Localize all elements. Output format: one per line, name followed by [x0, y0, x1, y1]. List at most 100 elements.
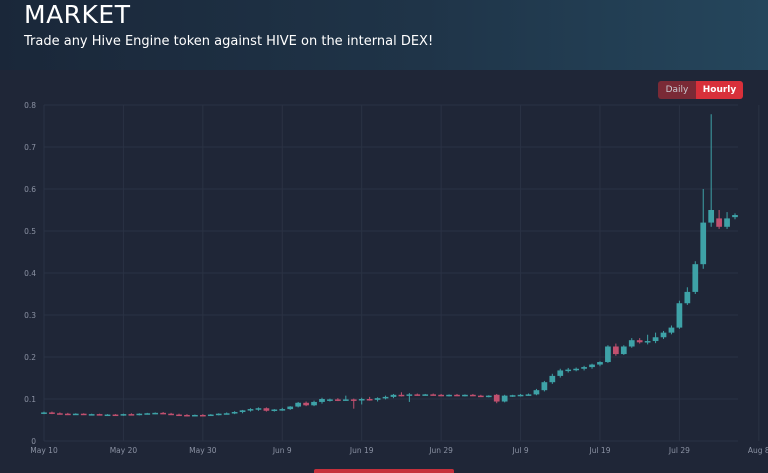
daily-button[interactable]: Daily [658, 81, 696, 99]
candles [41, 114, 738, 417]
candle-body [628, 340, 635, 347]
y-tick-label: 0.1 [24, 395, 36, 404]
candle-body [192, 414, 198, 417]
candle-body [509, 395, 516, 397]
candle [660, 330, 667, 339]
candle [342, 395, 349, 401]
candle [223, 412, 230, 415]
candle-body [430, 394, 437, 396]
candle-body [128, 414, 135, 416]
candle-body [485, 395, 492, 398]
candle-body [160, 412, 166, 415]
candle-body [263, 408, 270, 411]
x-tick-label: Jun 29 [428, 446, 453, 455]
candle [327, 398, 333, 402]
candle [358, 397, 365, 405]
x-tick-label: Jun 19 [349, 446, 374, 455]
candle-body [501, 395, 508, 402]
candle [231, 411, 238, 415]
hourly-button[interactable]: Hourly [696, 81, 743, 99]
candle [620, 345, 627, 355]
candle [454, 393, 460, 397]
candle [247, 408, 254, 412]
candle-body [716, 218, 722, 227]
candle [311, 400, 317, 407]
x-tick-label: May 30 [189, 446, 217, 455]
candle [49, 411, 55, 415]
candle-body [223, 413, 230, 415]
candle-body [176, 414, 182, 417]
candle [716, 210, 722, 229]
candle [263, 407, 270, 412]
candle-body [152, 412, 159, 415]
candle-body [636, 340, 643, 343]
candle [390, 393, 397, 399]
interval-toggle: Daily Hourly [658, 81, 743, 99]
candle [493, 393, 500, 404]
candle-body [327, 399, 333, 401]
candle-body [255, 408, 262, 410]
candle [636, 338, 643, 344]
candle [652, 332, 659, 344]
candle [398, 392, 405, 397]
candle [605, 345, 611, 363]
candle [96, 413, 103, 416]
candle [613, 343, 619, 356]
page-title: MARKET [24, 0, 131, 29]
candle-body [684, 291, 691, 304]
candle [668, 325, 675, 335]
candle [184, 414, 190, 417]
candle-body [335, 399, 341, 401]
candle-body [597, 362, 603, 365]
candle-body [581, 367, 587, 369]
candle [708, 114, 715, 227]
candle [215, 413, 222, 416]
candle [676, 300, 683, 329]
candle-body [644, 341, 651, 343]
candle [366, 396, 373, 401]
candle [573, 367, 580, 372]
price-chart[interactable]: 00.10.20.30.40.50.60.70.8 May 10 May 20 Ma… [0, 95, 768, 469]
candle [684, 287, 691, 305]
candle-body [446, 394, 452, 397]
x-tick-label: Jul 29 [668, 446, 690, 455]
candle-body [271, 409, 278, 411]
candle [692, 261, 699, 294]
candle-body [57, 413, 63, 415]
candle [279, 407, 286, 411]
candle-body [41, 412, 47, 414]
candle-body [64, 413, 71, 416]
candle [509, 394, 516, 397]
candle-body [215, 413, 222, 416]
candle-body [589, 364, 595, 368]
candle-body [49, 412, 55, 414]
x-tick-label: Jun 9 [272, 446, 292, 455]
candle [72, 413, 79, 416]
candle [168, 412, 174, 416]
candle [732, 213, 738, 220]
candle-body [303, 402, 309, 406]
candle-body [350, 399, 357, 401]
candle-body [541, 382, 548, 391]
candle-body [72, 413, 79, 416]
candle-body [120, 414, 127, 416]
candle [255, 407, 262, 411]
candle [295, 401, 302, 408]
candle [525, 393, 532, 396]
candle-body [295, 402, 302, 407]
candle-body [96, 414, 103, 416]
x-tick-label: Jul 19 [588, 446, 610, 455]
x-tick-label: Aug 8 [748, 446, 768, 455]
candle-body [199, 414, 206, 417]
candle [199, 414, 206, 417]
candle [136, 413, 143, 416]
candle-body [104, 414, 111, 417]
candle-body [80, 413, 87, 416]
y-axis-ticks: 0 0.1 0.2 0.3 0.4 0.5 0.6 0.7 0.8 [24, 101, 36, 446]
candle-body [136, 413, 143, 416]
candle [88, 413, 95, 416]
x-tick-label: May 10 [30, 446, 58, 455]
candle [477, 394, 484, 398]
candle [700, 189, 707, 269]
candle [557, 368, 564, 378]
